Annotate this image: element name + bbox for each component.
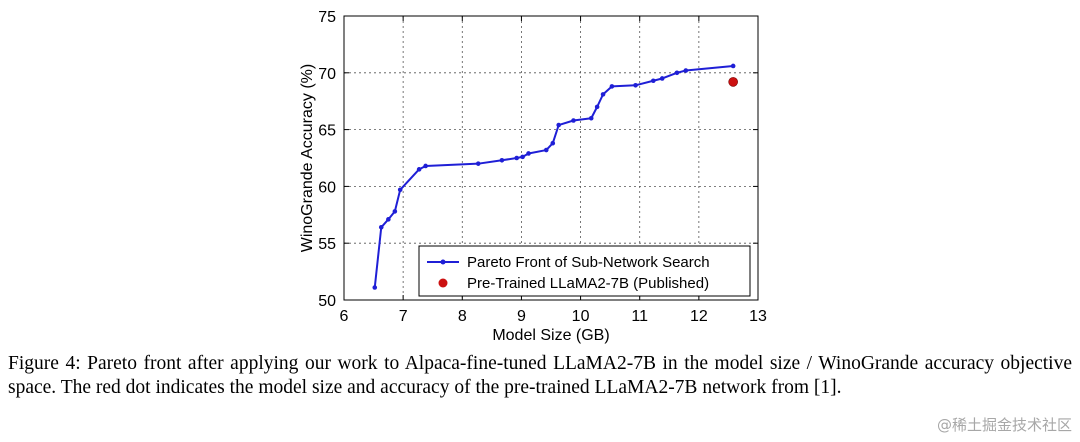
pareto-point	[514, 155, 519, 161]
series-layer	[372, 63, 738, 290]
plot-frame	[343, 15, 759, 301]
x-tick-label: 10	[572, 308, 590, 325]
pareto-point	[378, 224, 384, 230]
pareto-point	[423, 163, 428, 169]
pareto-point	[397, 187, 403, 193]
legend-marker-pareto	[440, 259, 446, 265]
pareto-point	[550, 140, 556, 146]
pareto-chart: 6 7 8 9 10 11 12 13 50 55 60 65 70 75 Model Size (GB)…	[299, 9, 767, 344]
legend-label-pareto: Pareto Front of Sub-Network Search	[467, 254, 710, 271]
pareto-front-line	[373, 64, 734, 288]
figure-caption: Figure 4: Pareto front after applying ou…	[8, 353, 1072, 398]
pareto-point	[520, 154, 525, 160]
x-tick-label: 13	[749, 308, 767, 325]
pareto-point	[571, 118, 576, 123]
pareto-point	[659, 76, 665, 81]
pareto-point	[609, 84, 615, 89]
legend: Pareto Front of Sub-Network Search Pre-T…	[418, 245, 751, 297]
pareto-point	[594, 104, 600, 110]
pretrained-point	[728, 77, 738, 87]
y-tick-label: 75	[318, 9, 336, 26]
axis-ticks: 6 7 8 9 10 11 12 13 50 55 60 65 70 75	[318, 9, 767, 325]
pareto-point	[526, 151, 531, 156]
x-tick-label: 7	[399, 308, 408, 325]
y-tick-label: 60	[318, 179, 336, 196]
y-tick-label: 55	[318, 236, 336, 253]
x-axis-label: Model Size (GB)	[492, 327, 609, 344]
pareto-point	[600, 92, 606, 97]
pareto-point	[683, 68, 689, 73]
x-tick-label: 9	[517, 308, 526, 325]
pareto-point	[543, 147, 549, 153]
pareto-point	[416, 167, 422, 172]
pareto-point	[674, 70, 680, 76]
pareto-point	[386, 217, 391, 222]
x-tick-label: 6	[340, 308, 349, 325]
pareto-point	[588, 115, 594, 121]
legend-marker-pretrained	[438, 278, 448, 288]
pareto-point	[556, 122, 561, 128]
pareto-point	[651, 78, 656, 84]
pareto-point	[730, 63, 736, 69]
y-axis-label: WinoGrande Accuracy (%)	[299, 64, 316, 253]
pareto-point	[475, 161, 481, 166]
y-tick-label: 70	[318, 66, 336, 83]
pareto-point	[392, 209, 398, 214]
x-tick-label: 8	[458, 308, 467, 325]
y-tick-label: 65	[318, 123, 336, 140]
pareto-point	[372, 285, 378, 290]
legend-label-pretrained: Pre-Trained LLaMA2-7B (Published)	[467, 275, 709, 292]
pareto-point	[499, 157, 505, 163]
pareto-point	[633, 82, 638, 88]
legend-box	[418, 245, 751, 297]
x-tick-label: 11	[631, 308, 648, 325]
watermark: @稀土掘金技术社区	[936, 416, 1072, 434]
x-tick-label: 12	[690, 308, 708, 325]
y-tick-label: 50	[318, 293, 336, 310]
